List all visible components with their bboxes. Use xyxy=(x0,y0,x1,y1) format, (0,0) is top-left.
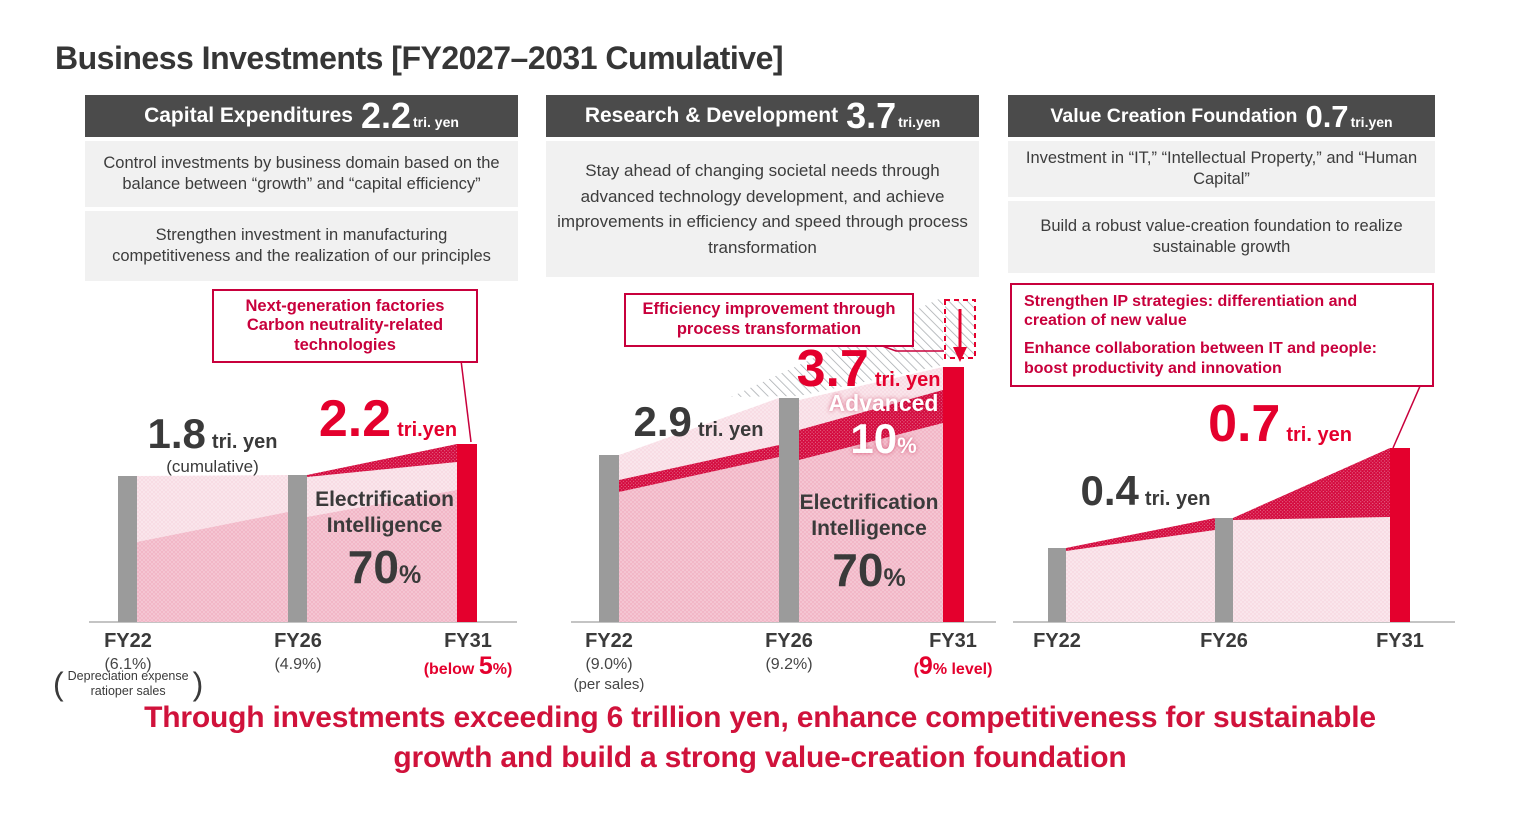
tick-fy26: FY26 (4.9%) xyxy=(274,630,322,673)
inner-label-percent: 70 xyxy=(832,543,884,596)
callout-box: Next-generation factories Carbon neutral… xyxy=(212,289,478,363)
inner-label-percent: 70 xyxy=(347,540,399,593)
inner-label-line: Intelligence xyxy=(811,517,927,541)
area-fy22-26-medium xyxy=(137,512,288,622)
tick-fy31: FY31 xyxy=(1376,630,1424,652)
description-box: Strengthen investment in manufacturing c… xyxy=(85,211,518,281)
segment-label-cumulative-2: 0.7 tri. yen xyxy=(1190,398,1370,450)
bar-fy22 xyxy=(1048,548,1066,622)
segment-unit: tri. yen xyxy=(697,419,764,441)
segment-value: 0.7 xyxy=(1208,395,1281,453)
panel-header-label: Value Creation Foundation xyxy=(1050,104,1298,127)
panel-header-value: 2.2 xyxy=(360,95,412,136)
callout-connector-line xyxy=(459,351,472,443)
description-box: Stay ahead of changing societal needs th… xyxy=(546,141,979,277)
segment-label-cumulative-1: 0.4 tri. yen xyxy=(1068,470,1223,512)
segment-label-cumulative-2: 3.7 tri. yen xyxy=(781,343,956,395)
segment-value: 2.2 xyxy=(318,390,392,448)
tick-fy31: FY31 (below 5%) xyxy=(423,630,513,680)
reduction-arrowhead-icon xyxy=(953,347,967,362)
segment-value: 3.7 xyxy=(796,340,869,398)
tick-fy26: FY26 (9.2%) xyxy=(765,630,813,673)
tick-fy22: FY22 (6.1%) xyxy=(104,630,152,673)
segment-unit: tri. yen xyxy=(874,369,941,391)
segment-value: 0.4 xyxy=(1080,467,1139,514)
callout-line: Enhance collaboration between IT and peo… xyxy=(1024,340,1377,377)
segment-unit: tri. yen xyxy=(1286,424,1352,446)
callout-line: Carbon neutrality-related technologies xyxy=(246,316,444,354)
inner-label-percent-sign: % xyxy=(398,560,422,589)
panel-header-value: 0.7 xyxy=(1305,98,1349,134)
area-fy27-31-growth-wedge xyxy=(1233,448,1390,520)
area-fy22-26-light xyxy=(1066,530,1215,622)
callout-connector-line xyxy=(1392,376,1425,449)
segment-label-cumulative-2: 2.2 tri.yen xyxy=(303,393,473,445)
callout-box: Strengthen IP strategies: differentiatio… xyxy=(1010,283,1434,387)
inner-label-line: Electrification xyxy=(315,488,454,511)
panel-capital-expenditures: Capital Expenditures 2.2 tri. yen Contro… xyxy=(53,95,518,700)
tick-fy22: FY22 (9.0%) (per sales) xyxy=(573,630,645,693)
callout-line: Next-generation factories xyxy=(245,297,445,315)
callout-line: Efficiency improvement through process t… xyxy=(642,300,896,338)
description-box: Control investments by business domain b… xyxy=(85,141,518,207)
panel-header: Research & Development 3.7 tri.yen xyxy=(546,95,979,137)
panel-header-label: Capital Expenditures xyxy=(144,104,353,127)
panel-header-label: Research & Development xyxy=(584,104,839,127)
segment-label-cumulative-1: 2.9 tri. yen xyxy=(621,401,776,443)
panel-header-unit: tri.yen xyxy=(1350,114,1393,130)
area-fy27-31-light xyxy=(1233,517,1390,622)
bar-fy26 xyxy=(779,398,799,622)
bar-fy22 xyxy=(599,455,619,622)
tick-fy26: FY26 xyxy=(1200,630,1248,652)
description-box: Investment in “IT,” “Intellectual Proper… xyxy=(1008,141,1435,197)
segment-value: 2.9 xyxy=(633,398,692,445)
segment-unit: tri. yen xyxy=(211,431,278,453)
bar-fy26 xyxy=(1215,518,1233,622)
description-box: Build a robust value-creation foundation… xyxy=(1008,201,1435,273)
area-inner-label: Electrification Intelligence 70% xyxy=(297,487,472,591)
panel-value-creation-foundation: Value Creation Foundation 0.7 tri.yen In… xyxy=(1008,95,1455,652)
segment-note: (cumulative) xyxy=(166,457,259,476)
area-inner-label: Electrification Intelligence 70% xyxy=(784,490,954,594)
panel-header-unit: tri. yen xyxy=(413,114,459,130)
summary-text: Through investments exceeding 6 trillion… xyxy=(144,701,1376,774)
area-fy22-26-advanced-band xyxy=(619,445,779,492)
bar-fy31 xyxy=(943,367,964,622)
area-fy22-26-growth-wedge xyxy=(1066,518,1215,551)
panel-header: Capital Expenditures 2.2 tri. yen xyxy=(85,95,518,137)
bar-fy26 xyxy=(288,475,307,622)
page-title: Business Investments [FY2027–2031 Cumula… xyxy=(55,40,784,76)
panel-header: Value Creation Foundation 0.7 tri.yen xyxy=(1008,95,1435,137)
area-fy22-26-medium xyxy=(619,457,779,622)
capex-chart xyxy=(89,351,517,623)
area-fy27-31-medium xyxy=(799,423,943,622)
callout-line: Strengthen IP strategies: differentiatio… xyxy=(1024,293,1358,330)
area-fy27-31-growth-wedge xyxy=(307,444,457,477)
inner-label-line: Electrification xyxy=(799,491,939,514)
area-fy27-31-advanced-band xyxy=(799,390,943,460)
callout-box: Efficiency improvement through process t… xyxy=(624,293,914,347)
advanced-share-label: Advanced 10% xyxy=(828,390,939,462)
panel-header-unit: tri.yen xyxy=(898,114,941,130)
panel-research-development: Research & Development 3.7 tri.yen Stay … xyxy=(546,95,996,692)
bar-fy31 xyxy=(1390,448,1410,622)
tick-fy22: FY22 xyxy=(1033,630,1081,652)
bar-fy31 xyxy=(457,444,477,622)
inner-label-line: Intelligence xyxy=(326,514,443,538)
segment-label-cumulative-1: 1.8 tri. yen (cumulative) xyxy=(105,410,320,476)
segment-value: 1.8 xyxy=(147,410,206,457)
rd-chart xyxy=(571,297,996,623)
vcf-chart xyxy=(1013,376,1455,623)
inner-label-percent-sign: % xyxy=(883,563,906,592)
bar-fy22 xyxy=(118,476,137,622)
segment-unit: tri.yen xyxy=(397,419,458,441)
segment-unit: tri. yen xyxy=(1144,488,1211,510)
tick-fy31: FY31 (9% level) xyxy=(913,630,993,680)
panel-header-value: 3.7 xyxy=(846,95,897,136)
depreciation-footnote: ( Depreciation expense ratioper sales ) xyxy=(53,666,204,702)
area-fy27-31-medium xyxy=(307,490,457,622)
